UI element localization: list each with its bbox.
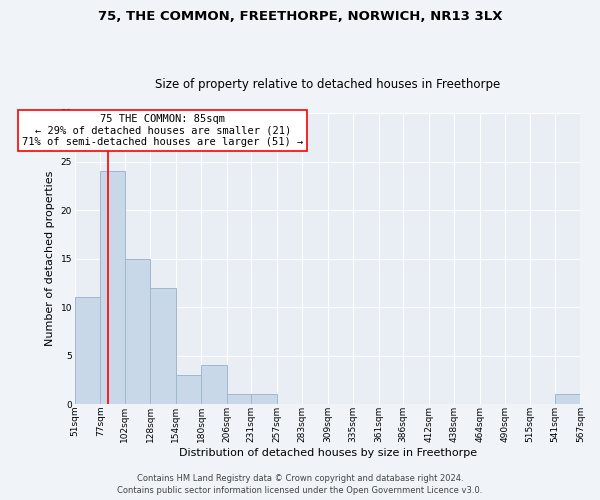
Text: 75, THE COMMON, FREETHORPE, NORWICH, NR13 3LX: 75, THE COMMON, FREETHORPE, NORWICH, NR1… bbox=[98, 10, 502, 23]
Bar bbox=[202, 366, 227, 404]
Text: Contains HM Land Registry data © Crown copyright and database right 2024.
Contai: Contains HM Land Registry data © Crown c… bbox=[118, 474, 482, 495]
Bar bbox=[176, 375, 202, 404]
Bar bbox=[251, 394, 277, 404]
Bar bbox=[125, 258, 151, 404]
Y-axis label: Number of detached properties: Number of detached properties bbox=[45, 171, 55, 346]
X-axis label: Distribution of detached houses by size in Freethorpe: Distribution of detached houses by size … bbox=[179, 448, 477, 458]
Bar bbox=[151, 288, 176, 404]
Bar bbox=[100, 171, 125, 404]
Bar bbox=[227, 394, 251, 404]
Title: Size of property relative to detached houses in Freethorpe: Size of property relative to detached ho… bbox=[155, 78, 500, 91]
Bar bbox=[75, 298, 100, 404]
Text: 75 THE COMMON: 85sqm
← 29% of detached houses are smaller (21)
71% of semi-detac: 75 THE COMMON: 85sqm ← 29% of detached h… bbox=[22, 114, 303, 147]
Bar bbox=[555, 394, 580, 404]
